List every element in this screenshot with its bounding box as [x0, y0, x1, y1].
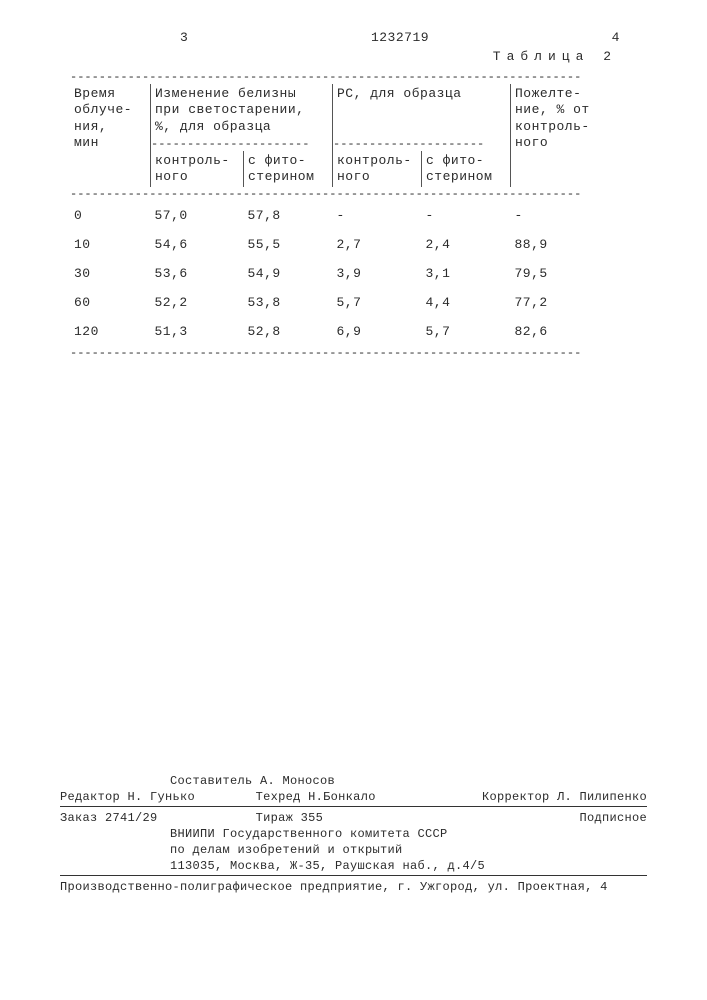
corrector: Корректор Л. Пилипенко	[451, 790, 647, 804]
cell: 54,6	[151, 230, 244, 259]
table-body: 0 57,0 57,8 - - - 10 54,6 55,5 2,7 2,4 8…	[70, 201, 611, 346]
table-label: Таблица 2	[60, 49, 617, 64]
order: Заказ 2741/29	[60, 811, 256, 825]
org1: ВНИИПИ Государственного комитета СССР	[60, 827, 647, 841]
cell: -	[422, 201, 511, 230]
cell: 2,4	[422, 230, 511, 259]
credits-line: Редактор Н. Гунько Техред Н.Бонкало Корр…	[60, 790, 647, 807]
header-row-1: Времяоблуче-ния,мин Изменение белизныпри…	[70, 84, 611, 137]
tirage: Тираж 355	[256, 811, 452, 825]
cell: 30	[70, 259, 151, 288]
table-row: 30 53,6 54,9 3,9 3,1 79,5	[70, 259, 611, 288]
subscript: Подписное	[451, 811, 647, 825]
table-row: 60 52,2 53,8 5,7 4,4 77,2	[70, 288, 611, 317]
address: 113035, Москва, Ж-35, Раушская наб., д.4…	[60, 859, 647, 876]
rule-top: ----------------------------------------…	[70, 70, 611, 84]
cell: 88,9	[511, 230, 612, 259]
compiler-line: Составитель А. Моносов	[60, 774, 647, 788]
editor: Редактор Н. Гунько	[60, 790, 256, 804]
cell: 3,9	[333, 259, 422, 288]
order-line: Заказ 2741/29 Тираж 355 Подписное	[60, 811, 647, 825]
cell: -	[333, 201, 422, 230]
cell: 53,6	[151, 259, 244, 288]
cell: 77,2	[511, 288, 612, 317]
top-number-row: 3 1232719 4	[180, 30, 620, 45]
data-table: ----------------------------------------…	[70, 70, 611, 360]
hdr-yellow: Пожелте-ние, % отконтроль-ного	[511, 84, 612, 187]
rule-bottom: ----------------------------------------…	[70, 346, 611, 360]
cell: 5,7	[422, 317, 511, 346]
hdr-whiteness: Изменение белизныпри светостарении,%, дл…	[151, 84, 333, 137]
cell: 60	[70, 288, 151, 317]
hdr-phyto-2: с фито-стерином	[422, 151, 511, 188]
table-row: 0 57,0 57,8 - - -	[70, 201, 611, 230]
hdr-control-2: контроль-ного	[333, 151, 422, 188]
page-root: 3 1232719 4 Таблица 2 ------------------…	[0, 0, 707, 1000]
cell: 52,2	[151, 288, 244, 317]
hdr-time: Времяоблуче-ния,мин	[70, 84, 151, 187]
cell: 4,4	[422, 288, 511, 317]
page-left-num: 3	[180, 30, 188, 45]
cell: 6,9	[333, 317, 422, 346]
cell: 10	[70, 230, 151, 259]
cell: 79,5	[511, 259, 612, 288]
cell: 53,8	[244, 288, 333, 317]
rule-mid: ----------------------------------------…	[70, 187, 611, 201]
cell: 3,1	[422, 259, 511, 288]
printer: Производственно-полиграфическое предприя…	[60, 880, 647, 896]
cell: 82,6	[511, 317, 612, 346]
rule-sub2: ---------------------	[333, 137, 511, 151]
hdr-rs: РС, для образца	[333, 84, 511, 137]
cell: 0	[70, 201, 151, 230]
cell: 51,3	[151, 317, 244, 346]
page-right-num: 4	[612, 30, 620, 45]
cell: 54,9	[244, 259, 333, 288]
cell: 57,8	[244, 201, 333, 230]
footer-block: Составитель А. Моносов Редактор Н. Гуньк…	[60, 774, 647, 900]
rule-sub1: ----------------------	[151, 137, 333, 151]
hdr-phyto-1: с фито-стерином	[244, 151, 333, 188]
cell: 52,8	[244, 317, 333, 346]
cell: 2,7	[333, 230, 422, 259]
org2: по делам изобретений и открытий	[60, 843, 647, 857]
cell: 55,5	[244, 230, 333, 259]
cell: 5,7	[333, 288, 422, 317]
table-row: 10 54,6 55,5 2,7 2,4 88,9	[70, 230, 611, 259]
table-row: 120 51,3 52,8 6,9 5,7 82,6	[70, 317, 611, 346]
techred: Техред Н.Бонкало	[256, 790, 452, 804]
cell: 120	[70, 317, 151, 346]
hdr-control-1: контроль-ного	[151, 151, 244, 188]
cell: -	[511, 201, 612, 230]
doc-number: 1232719	[371, 30, 429, 45]
cell: 57,0	[151, 201, 244, 230]
